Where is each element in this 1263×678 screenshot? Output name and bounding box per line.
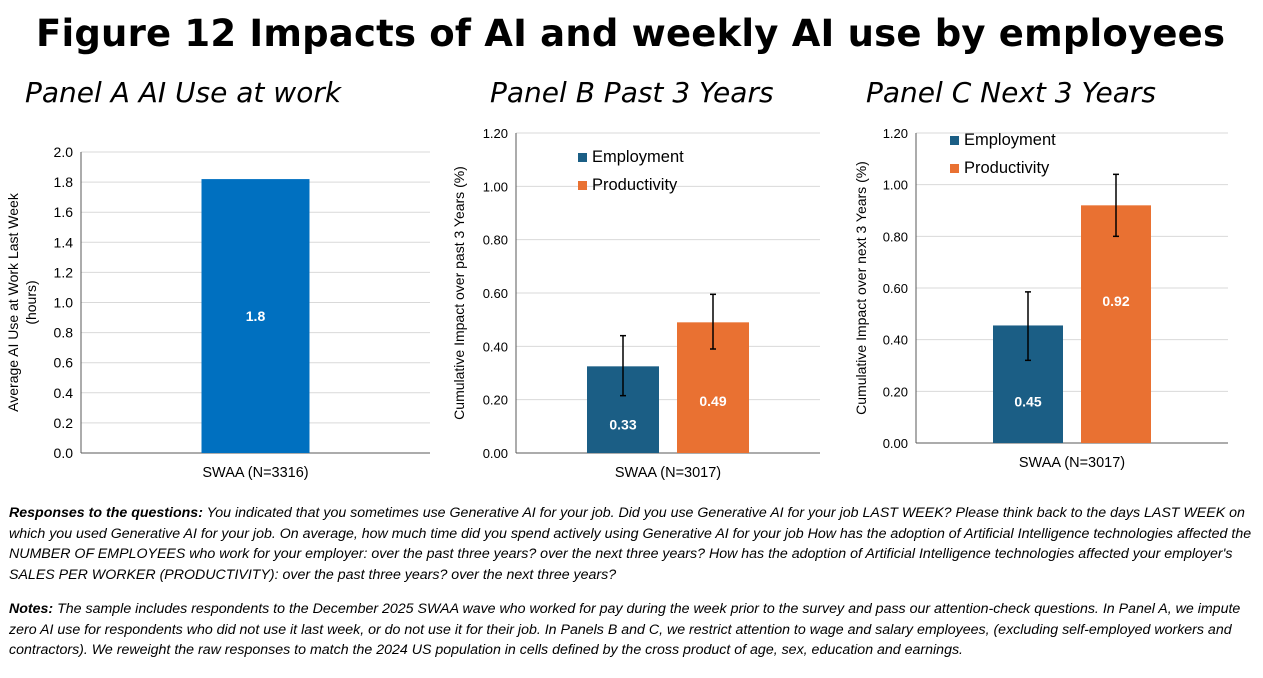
y-tick-label: 0.4 <box>54 385 74 401</box>
y-tick-label: 0.20 <box>883 384 908 399</box>
y-tick-label: 1.8 <box>54 174 74 190</box>
y-tick-label: 2.0 <box>54 144 74 160</box>
y-tick-label: 1.20 <box>483 126 508 141</box>
notes-text: The sample includes respondents to the D… <box>9 601 1241 658</box>
y-tick-label: 0.6 <box>54 355 74 371</box>
y-tick-label: 1.4 <box>54 234 74 250</box>
legend-label-employment: Employment <box>964 131 1056 149</box>
x-category-label: SWAA (N=3017) <box>1019 455 1125 471</box>
data-label: 0.33 <box>609 416 636 432</box>
notes-block: Notes: The sample includes respondents t… <box>9 599 1255 661</box>
figure-title: Figure 12 Impacts of AI and weekly AI us… <box>36 12 1226 55</box>
panel-c-chart: 0.00 0.20 0.40 0.60 0.80 1.00 1.20 Cumulative I… <box>853 126 1228 471</box>
legend-label-employment: Employment <box>592 148 684 166</box>
bar-value <box>201 179 310 453</box>
bar-productivity <box>1081 205 1151 443</box>
legend-swatch-employment <box>950 136 959 145</box>
x-category-label: SWAA (N=3017) <box>615 465 721 481</box>
y-tick-label: 0.8 <box>54 325 74 341</box>
y-tick-label: 0.80 <box>483 233 508 248</box>
y-axis-label: Cumulative Impact over next 3 Years (%) <box>853 161 869 415</box>
y-tick-label: 0.20 <box>483 393 508 408</box>
panel-a-title: Panel A AI Use at work <box>25 76 342 109</box>
y-tick-label: 0.60 <box>483 286 508 301</box>
y-tick-label: 0.40 <box>483 339 508 354</box>
legend-swatch-productivity <box>950 164 959 173</box>
responses-label: Responses to the questions: <box>9 505 203 521</box>
legend-swatch-employment <box>578 153 587 162</box>
y-tick-label: 0.60 <box>883 281 908 296</box>
panel-b-title: Panel B Past 3 Years <box>490 76 774 109</box>
y-tick-label: 0.0 <box>54 445 74 461</box>
y-tick-label: 1.00 <box>883 178 908 193</box>
notes-label: Notes: <box>9 601 54 617</box>
y-tick-label: 0.2 <box>54 415 74 431</box>
y-tick-label: 0.40 <box>883 333 908 348</box>
y-tick-label: 1.00 <box>483 179 508 194</box>
data-label: 0.49 <box>699 393 726 409</box>
panel-b-chart: 0.00 0.20 0.40 0.60 0.80 1.00 1.20 Cumulative I… <box>451 126 820 481</box>
legend-label-productivity: Productivity <box>592 176 678 194</box>
x-category-label: SWAA (N=3316) <box>202 465 308 481</box>
y-axis-label: Cumulative Impact over past 3 Years (%) <box>451 166 467 420</box>
data-label: 0.92 <box>1102 293 1129 309</box>
responses-note: Responses to the questions: You indicate… <box>9 503 1255 585</box>
data-label: 1.8 <box>246 308 266 324</box>
panel-c-title: Panel C Next 3 Years <box>866 76 1156 109</box>
responses-text: You indicated that you sometimes use Gen… <box>9 505 1252 583</box>
y-tick-label: 1.20 <box>883 126 908 141</box>
y-axis-label-sub: (hours) <box>23 280 39 324</box>
legend-label-productivity: Productivity <box>964 159 1050 177</box>
y-axis-label: Average AI Use at Work Last Week <box>5 192 21 412</box>
y-tick-label: 0.80 <box>883 229 908 244</box>
y-tick-label: 1.2 <box>54 264 74 280</box>
y-tick-label: 1.6 <box>54 204 74 220</box>
y-tick-label: 1.0 <box>54 295 74 311</box>
y-tick-label: 0.00 <box>883 436 908 451</box>
panel-a-chart: 0.0 0.2 0.4 0.6 0.8 1.0 1.2 1.4 1.6 1.8 2.0 Average… <box>5 144 430 481</box>
data-label: 0.45 <box>1014 394 1041 410</box>
y-tick-label: 0.00 <box>483 446 508 461</box>
legend-swatch-productivity <box>578 181 587 190</box>
